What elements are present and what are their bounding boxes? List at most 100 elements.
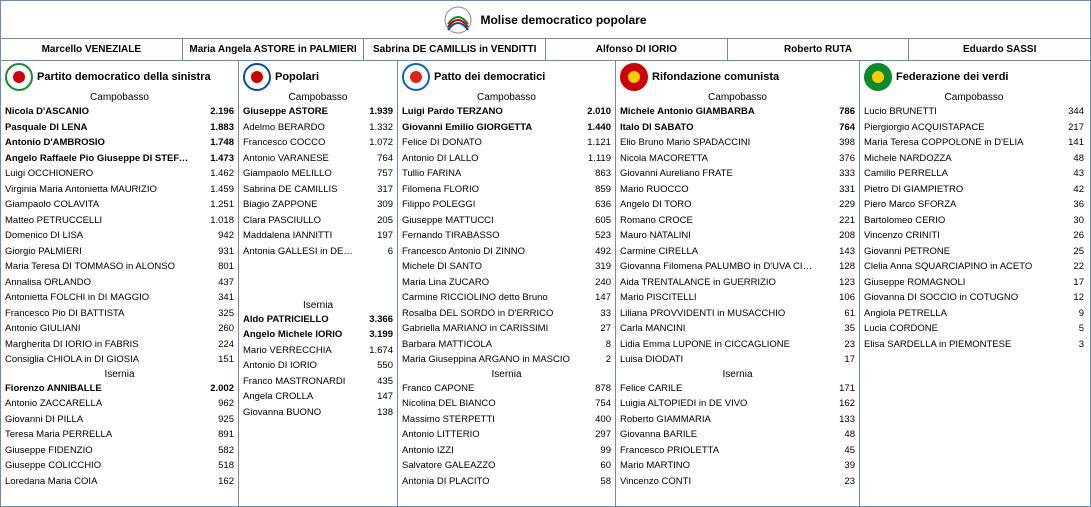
candidate-row: Lidia Emma LUPONE in CICCAGLIONE 23 bbox=[620, 337, 855, 353]
candidate-votes: 48 bbox=[821, 427, 855, 443]
region-label-campobasso: Campobasso bbox=[616, 91, 859, 104]
candidate-name: Giampaolo COLAVITA bbox=[5, 197, 105, 213]
candidate-row: Angelo DI TORO 229 bbox=[620, 197, 855, 213]
candidate-votes: 61 bbox=[821, 306, 855, 322]
candidate-row: Franco MASTRONARDI 435 bbox=[243, 374, 393, 390]
candidate-votes: 1.674 bbox=[359, 343, 393, 359]
candidate-name: Mario VERRECCHIA bbox=[243, 343, 338, 359]
candidate-name: Sabrina DE CAMILLIS bbox=[243, 182, 344, 198]
candidate-row: Michele Antonio GIAMBARBA 786 bbox=[620, 104, 855, 120]
candidate-row: Giorgio PALMIERI 931 bbox=[5, 244, 234, 260]
candidate-votes: 3.366 bbox=[359, 312, 393, 328]
candidate-votes: 1.072 bbox=[359, 135, 393, 151]
candidate-name: Gabriella MARIANO in CARISSIMI bbox=[402, 321, 554, 337]
candidate-votes: 229 bbox=[821, 197, 855, 213]
candidate-votes: 1.459 bbox=[200, 182, 234, 198]
candidate-votes: 319 bbox=[577, 259, 611, 275]
candidate-list-campobasso: Michele Antonio GIAMBARBA 786 Italo DI S… bbox=[616, 104, 859, 368]
candidate-name: Antonio DI IORIO bbox=[243, 358, 323, 374]
party-name: Patto dei democratici bbox=[434, 71, 611, 83]
candidate-row: Liliana PROVVIDENTI in MUSACCHIO 61 bbox=[620, 306, 855, 322]
candidate-name: Maria Teresa COPPOLONE in D'ELIA bbox=[864, 135, 1030, 151]
candidate-row: Mario RUOCCO 331 bbox=[620, 182, 855, 198]
candidate-row: Antonietta FOLCHI in DI MAGGIO 341 bbox=[5, 290, 234, 306]
candidate-votes: 171 bbox=[821, 381, 855, 397]
candidate-name: Virginia Maria Antonietta MAURIZIO bbox=[5, 182, 163, 198]
candidate-votes: 3.199 bbox=[359, 327, 393, 343]
candidate-name: Liliana PROVVIDENTI in MUSACCHIO bbox=[620, 306, 791, 322]
candidate-row: Maria Teresa DI TOMMASO in ALONSO 801 bbox=[5, 259, 234, 275]
candidate-votes: 99 bbox=[577, 443, 611, 459]
candidate-name: Tullio FARINA bbox=[402, 166, 467, 182]
candidate-name: Giuseppe MATTUCCI bbox=[402, 213, 500, 229]
candidate-votes: 523 bbox=[577, 228, 611, 244]
candidate-name: Maria Teresa DI TOMMASO in ALONSO bbox=[5, 259, 181, 275]
candidate-name: Luisa DIODATI bbox=[620, 352, 689, 368]
candidate-name: Michele DI SANTO bbox=[402, 259, 488, 275]
candidate-row: Francesco COCCO 1.072 bbox=[243, 135, 393, 151]
party-column: Partito democratico della sinistra Campo… bbox=[1, 61, 239, 506]
candidate-name: Vincenzo CONTI bbox=[620, 474, 697, 490]
candidate-row: Roberto GIAMMARIA 133 bbox=[620, 412, 855, 428]
candidate-row: Aida TRENTALANCE in GUERRIZIO 123 bbox=[620, 275, 855, 291]
candidate-votes: 39 bbox=[821, 458, 855, 474]
candidate-name: Antonia DI PLACITO bbox=[402, 474, 495, 490]
candidate-row: Giuseppe COLICCHIO 518 bbox=[5, 458, 234, 474]
candidate-votes: 518 bbox=[200, 458, 234, 474]
candidate-name: Giovanni DI PILLA bbox=[5, 412, 89, 428]
candidate-name: Filomena FLORIO bbox=[402, 182, 485, 198]
party-logo-icon bbox=[620, 63, 648, 91]
candidate-name: Clelia Anna SQUARCIAPINO in ACETO bbox=[864, 259, 1038, 275]
candidate-name: Fiorenzo ANNIBALLE bbox=[5, 381, 108, 397]
candidate-name: Antonio DI LALLO bbox=[402, 151, 485, 167]
candidate-row: Margherita DI IORIO in FABRIS 224 bbox=[5, 337, 234, 353]
candidate-name: Francesco PRIOLETTA bbox=[620, 443, 725, 459]
candidate-row: Lucia CORDONE 5 bbox=[864, 321, 1084, 337]
candidate-row: Fiorenzo ANNIBALLE 2.002 bbox=[5, 381, 234, 397]
candidate-name: Loredana Maria COIA bbox=[5, 474, 103, 490]
leader-cell: Marcello VENEZIALE bbox=[1, 39, 183, 60]
candidate-row: Lucio BRUNETTI 344 bbox=[864, 104, 1084, 120]
candidate-name: Lucia CORDONE bbox=[864, 321, 944, 337]
candidate-row: Nicola MACORETTA 376 bbox=[620, 151, 855, 167]
candidate-votes: 2.196 bbox=[200, 104, 234, 120]
candidate-votes: 1.332 bbox=[359, 120, 393, 136]
candidate-name: Giorgio PALMIERI bbox=[5, 244, 88, 260]
candidate-name: Franco CAPONE bbox=[402, 381, 480, 397]
candidate-name: Domenico DI LISA bbox=[5, 228, 89, 244]
candidate-votes: 925 bbox=[200, 412, 234, 428]
candidate-name: Fernando TIRABASSO bbox=[402, 228, 506, 244]
party-column: Popolari Campobasso Giuseppe ASTORE 1.93… bbox=[239, 61, 398, 506]
candidate-votes: 786 bbox=[821, 104, 855, 120]
candidate-name: Mario PISCITELLI bbox=[620, 290, 703, 306]
candidate-row: Vincenzo CRINITI 26 bbox=[864, 228, 1084, 244]
candidate-row: Filomena FLORIO 859 bbox=[402, 182, 611, 198]
candidate-votes: 764 bbox=[821, 120, 855, 136]
candidate-name: Piergiorgio ACQUISTAPACE bbox=[864, 120, 991, 136]
party-columns: Partito democratico della sinistra Campo… bbox=[1, 61, 1090, 506]
candidate-name: Antonio LITTERIO bbox=[402, 427, 486, 443]
candidate-name: Margherita DI IORIO in FABRIS bbox=[5, 337, 145, 353]
candidate-votes: 33 bbox=[577, 306, 611, 322]
candidate-votes: 25 bbox=[1050, 244, 1084, 260]
candidate-list-campobasso: Luigi Pardo TERZANO 2.010 Giovanni Emili… bbox=[398, 104, 615, 368]
candidate-name: Giuseppe FIDENZIO bbox=[5, 443, 99, 459]
candidate-name: Giovanna Filomena PALUMBO in D'UVA CIFEL… bbox=[620, 259, 821, 275]
candidate-votes: 36 bbox=[1050, 197, 1084, 213]
candidate-name: Pietro DI GIAMPIETRO bbox=[864, 182, 969, 198]
candidate-list-campobasso: Nicola D'ASCANIO 2.196 Pasquale DI LENA … bbox=[1, 104, 238, 368]
candidate-votes: 1.251 bbox=[200, 197, 234, 213]
candidate-row: Luigi Pardo TERZANO 2.010 bbox=[402, 104, 611, 120]
candidate-votes: 582 bbox=[200, 443, 234, 459]
candidate-votes: 764 bbox=[359, 151, 393, 167]
candidate-name: Antonietta FOLCHI in DI MAGGIO bbox=[5, 290, 155, 306]
candidate-name: Antonio ZACCARELLA bbox=[5, 396, 108, 412]
candidate-row: Michele NARDOZZA 48 bbox=[864, 151, 1084, 167]
party-column: Patto dei democratici Campobasso Luigi P… bbox=[398, 61, 616, 506]
candidate-row: Antonio ZACCARELLA 962 bbox=[5, 396, 234, 412]
candidate-name: Giovanna DI SOCCIO in COTUGNO bbox=[864, 290, 1024, 306]
candidate-votes: 147 bbox=[359, 389, 393, 405]
candidate-name: Elio Bruno Mario SPADACCINI bbox=[620, 135, 756, 151]
candidate-votes: 197 bbox=[359, 228, 393, 244]
candidate-row: Matteo PETRUCCELLI 1.018 bbox=[5, 213, 234, 229]
